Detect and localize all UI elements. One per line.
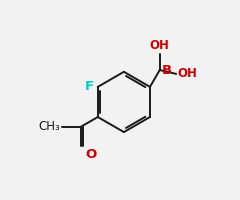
Text: CH₃: CH₃ — [39, 120, 60, 133]
Text: OH: OH — [177, 67, 197, 80]
Text: F: F — [85, 80, 94, 93]
Text: O: O — [85, 148, 96, 161]
Text: OH: OH — [150, 39, 170, 52]
Text: B: B — [162, 64, 172, 77]
